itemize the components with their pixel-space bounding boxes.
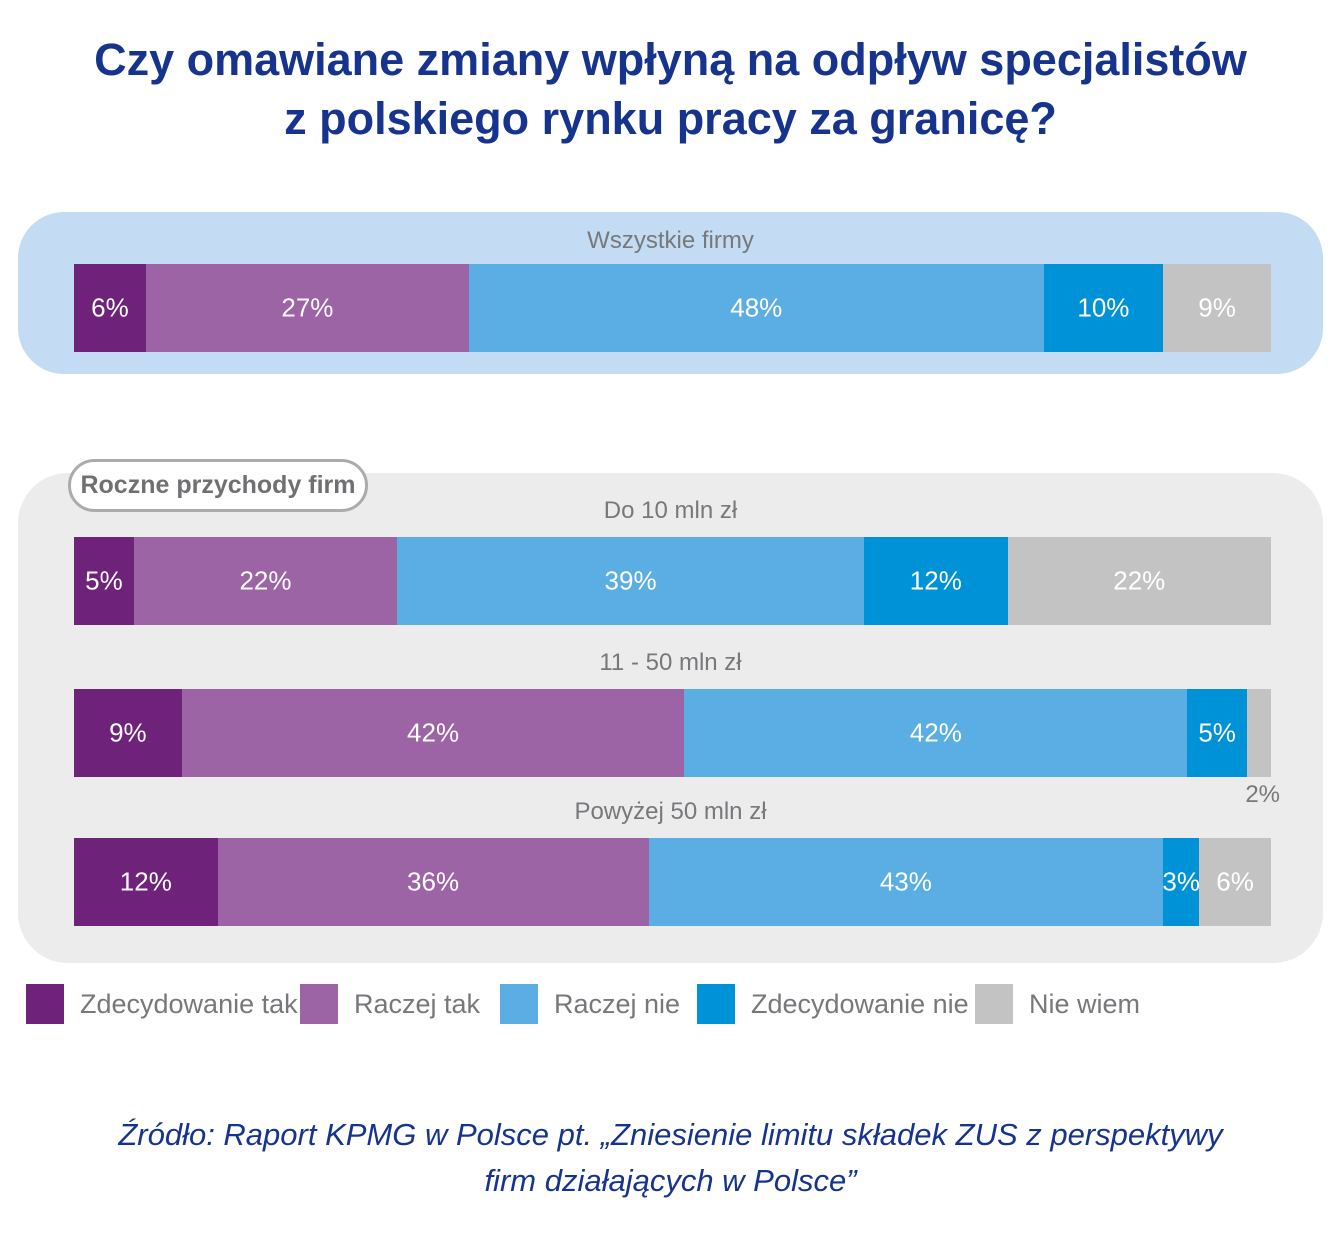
bar-segment: 22% [133, 537, 398, 625]
bar-segment: 36% [217, 838, 649, 926]
bar-group-powyzej-50-mln: Powyżej 50 mln zł 12% 36% 43% 3% 6% [18, 797, 1323, 929]
group-label-wszystkie-firmy: Wszystkie firmy [587, 227, 754, 254]
bar-segment-label: 5% [1198, 717, 1236, 748]
legend-swatch [300, 984, 338, 1024]
bar-segment: 42% [181, 689, 685, 777]
bar-segment-label: 9% [1198, 292, 1236, 323]
source-line1: Źródło: Raport KPMG w Polsce pt. „Zniesi… [118, 1117, 1223, 1152]
bar-segment-label: 43% [879, 866, 932, 897]
bar-segment-label: 22% [1113, 565, 1166, 596]
legend-item: Raczej nie [500, 984, 680, 1024]
legend-label: Raczej tak [354, 988, 481, 1019]
bar-segment-label: 6% [1216, 866, 1254, 897]
bar-segment-label: 22% [239, 565, 292, 596]
legend-swatch [975, 984, 1013, 1024]
source-line2: firm działających w Polsce” [484, 1163, 857, 1198]
bar-segment: 9% [74, 689, 182, 777]
bar-segment-label: 12% [909, 565, 962, 596]
bar-segment-label: 12% [119, 866, 172, 897]
bar-segment-label: 42% [407, 717, 460, 748]
legend-item: Zdecydowanie nie [697, 984, 969, 1024]
bar-segment: 39% [397, 537, 864, 625]
group-label-powyzej-50-mln: Powyżej 50 mln zł [574, 798, 767, 825]
bar-segment-label: 36% [407, 866, 460, 897]
chart-title-line2: z polskiego rynku pracy za granicę? [284, 93, 1057, 144]
stacked-bar-powyzej-50-mln: 12% 36% 43% 3% 6% [74, 838, 1271, 926]
bar-segment: 22% [1007, 537, 1271, 625]
bar-segment-label: 3% [1162, 866, 1200, 897]
revenue-panel: Roczne przychody firm Do 10 mln zł 5% 22%… [18, 459, 1323, 963]
bar-segment: 9% [1163, 264, 1271, 352]
group-label-11-50-mln: 11 - 50 mln zł [599, 649, 742, 676]
legend: Zdecydowanie tak Raczej tak Raczej nie Zdec… [0, 984, 1341, 1024]
bar-segment: 6% [74, 264, 146, 352]
source-text: Źródło: Raport KPMG w Polsce pt. „Zniesi… [0, 1112, 1341, 1204]
bar-segment: 6% [1199, 838, 1271, 926]
chart-title-line1: Czy omawiane zmiany wpłyną na odpływ spe… [94, 34, 1247, 85]
bar-segment-label: 42% [909, 717, 962, 748]
legend-label: Zdecydowanie nie [751, 988, 969, 1019]
stacked-bar-do-10-mln: 5% 22% 39% 12% 22% [74, 537, 1271, 625]
group-label-do-10-mln: Do 10 mln zł [603, 497, 738, 524]
bar-segment: 10% [1043, 264, 1164, 352]
bar-group-do-10-mln: Do 10 mln zł 5% 22% 39% 12% 22% [18, 496, 1323, 628]
legend-item: Raczej tak [300, 984, 480, 1024]
legend-label: Nie wiem [1029, 988, 1141, 1019]
bar-segment: 48% [469, 264, 1044, 352]
legend-item: Nie wiem [975, 984, 1140, 1024]
revenue-badge: Roczne przychody firm [68, 459, 368, 512]
bar-segment: 5% [74, 537, 134, 625]
bar-segment-label: 6% [91, 292, 129, 323]
all-companies-panel: Wszystkie firmy 6% 27% 48% 10% 9% [18, 212, 1323, 374]
outside-segment-label: 2% [1245, 781, 1280, 808]
chart-title: Czy omawiane zmiany wpłyną na odpływ spe… [0, 30, 1341, 148]
legend-swatch [26, 984, 64, 1024]
bar-segment: 12% [864, 537, 1008, 625]
bar-group-11-50-mln: 11 - 50 mln zł 9% 42% 42% 5% 2% [18, 648, 1323, 808]
bar-segment: 5% [1187, 689, 1248, 777]
bar-segment-label: 48% [730, 292, 783, 323]
bar-segment: 43% [648, 838, 1164, 926]
bar-segment-label: 39% [604, 565, 657, 596]
bar-segment-label: 10% [1077, 292, 1130, 323]
legend-swatch [697, 984, 735, 1024]
bar-segment: 27% [145, 264, 469, 352]
bar-segment: 42% [684, 689, 1188, 777]
legend-label: Zdecydowanie tak [80, 988, 298, 1019]
stacked-bar-11-50-mln: 9% 42% 42% 5% [74, 689, 1271, 777]
bar-segment-label: 5% [85, 565, 123, 596]
bar-segment [1247, 689, 1271, 777]
legend-item: Zdecydowanie tak [26, 984, 298, 1024]
stacked-bar-wszystkie-firmy: 6% 27% 48% 10% 9% [74, 264, 1271, 352]
legend-swatch [500, 984, 538, 1024]
bar-segment: 3% [1162, 838, 1200, 926]
bar-segment-label: 9% [109, 717, 147, 748]
bar-segment: 12% [74, 838, 218, 926]
bar-segment-label: 27% [281, 292, 334, 323]
legend-label: Raczej nie [554, 988, 681, 1019]
